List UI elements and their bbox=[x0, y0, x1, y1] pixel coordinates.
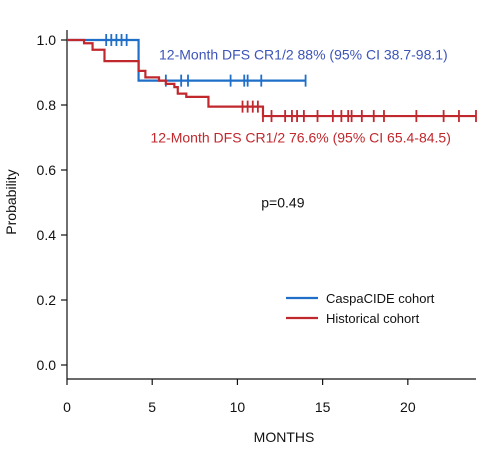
annotation-caspacide-dfs: 12-Month DFS CR1/2 88% (95% CI 38.7-98.1… bbox=[159, 47, 448, 63]
y-tick-label: 0.6 bbox=[37, 162, 57, 178]
legend-label-caspacide: CaspaCIDE cohort bbox=[326, 291, 435, 306]
km-curve-historical bbox=[67, 38, 476, 118]
x-tick-label: 10 bbox=[230, 399, 246, 415]
y-tick-label: 0.0 bbox=[37, 357, 57, 373]
x-ticks: 0 5 10 15 20 bbox=[63, 379, 416, 415]
legend-label-historical: Historical cohort bbox=[326, 311, 420, 326]
x-tick-label: 15 bbox=[315, 399, 331, 415]
legend: CaspaCIDE cohort Historical cohort bbox=[286, 291, 435, 326]
series bbox=[67, 34, 477, 123]
y-tick-label: 1.0 bbox=[37, 32, 57, 48]
annotation-p-value: p=0.49 bbox=[261, 194, 304, 210]
y-tick-label: 0.4 bbox=[37, 227, 57, 243]
y-tick-label: 0.8 bbox=[37, 97, 57, 113]
x-tick-label: 5 bbox=[148, 399, 156, 415]
x-axis-title: MONTHS bbox=[254, 429, 315, 445]
y-tick-label: 0.2 bbox=[37, 292, 57, 308]
y-axis-title: Probability bbox=[3, 169, 19, 234]
y-ticks: 0.0 0.2 0.4 0.6 0.8 1.0 bbox=[37, 32, 67, 373]
annotations: 12-Month DFS CR1/2 88% (95% CI 38.7-98.1… bbox=[151, 47, 451, 211]
x-tick-label: 20 bbox=[400, 399, 416, 415]
annotation-historical-dfs: 12-Month DFS CR1/2 76.6% (95% CI 65.4-84… bbox=[151, 129, 451, 145]
x-tick-label: 0 bbox=[63, 399, 71, 415]
